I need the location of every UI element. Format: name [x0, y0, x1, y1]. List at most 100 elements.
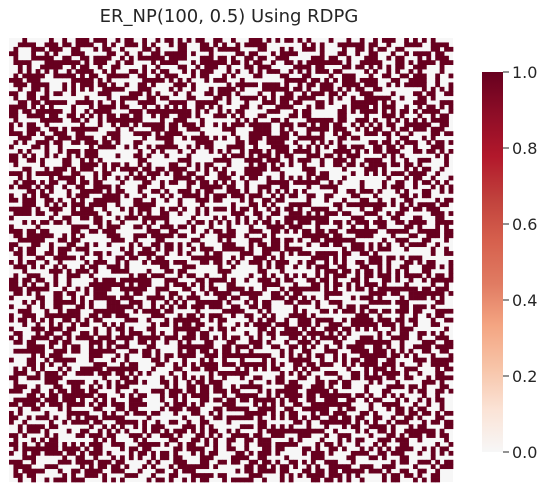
heatmap-cell [279, 473, 285, 478]
heatmap-cell [186, 446, 192, 452]
heatmap-cell [191, 388, 196, 394]
heatmap-cell [26, 251, 32, 256]
heatmap-cell [319, 255, 325, 261]
heatmap-cell [444, 117, 449, 123]
heatmap-cell [288, 46, 294, 52]
heatmap-cell [142, 69, 147, 74]
heatmap-cell [9, 215, 14, 221]
heatmap-cell [13, 113, 19, 119]
heatmap-cell [111, 237, 116, 243]
heatmap-cell [257, 260, 263, 265]
heatmap-cell [262, 122, 267, 128]
heatmap-cell [426, 188, 432, 194]
heatmap-cell [62, 419, 68, 425]
heatmap-cell [177, 339, 183, 345]
heatmap-cell [288, 348, 294, 354]
heatmap-cell [13, 415, 19, 421]
heatmap-cell [97, 38, 103, 43]
heatmap-cell [426, 260, 432, 265]
heatmap-cell [235, 344, 241, 350]
heatmap-cell [191, 149, 196, 154]
heatmap-cell [395, 371, 401, 376]
heatmap-cell [208, 162, 214, 168]
heatmap-cell [226, 246, 232, 252]
heatmap-cell [204, 384, 210, 390]
heatmap-cell [53, 109, 59, 114]
heatmap-cell [222, 113, 227, 119]
heatmap-cell [324, 442, 330, 447]
heatmap-cell [377, 379, 383, 385]
heatmap-cell [262, 437, 267, 443]
heatmap-cell [40, 255, 45, 261]
heatmap-cell [168, 77, 174, 83]
heatmap-cell [111, 477, 116, 483]
heatmap-cell [195, 473, 201, 478]
heatmap-cell [266, 388, 272, 394]
heatmap-cell [333, 211, 338, 216]
heatmap-cell [22, 184, 28, 190]
heatmap-cell [62, 166, 68, 172]
heatmap-cell [373, 38, 378, 43]
heatmap-cell [395, 473, 401, 478]
heatmap-cell [222, 371, 227, 376]
heatmap-cell [75, 371, 81, 376]
heatmap-cell [324, 362, 330, 367]
heatmap-cell [93, 180, 99, 185]
heatmap-cell [102, 140, 108, 145]
heatmap-cell [159, 60, 165, 65]
heatmap-cell [435, 117, 441, 123]
heatmap-cell [284, 291, 290, 296]
heatmap-cell [359, 344, 365, 350]
heatmap-cell [173, 459, 179, 465]
heatmap-cell [204, 60, 210, 65]
heatmap-cell [195, 393, 201, 398]
heatmap-cell [44, 95, 50, 101]
heatmap-cell [333, 348, 338, 354]
heatmap-cell [350, 224, 356, 230]
heatmap-cell [53, 140, 59, 145]
heatmap-cell [368, 339, 374, 345]
heatmap-cell [306, 86, 312, 92]
heatmap-cell [279, 86, 285, 92]
heatmap-cell [159, 180, 165, 185]
heatmap-cell [44, 442, 50, 447]
heatmap-cell [213, 228, 219, 234]
heatmap-cell [173, 180, 179, 185]
heatmap-cell [159, 233, 165, 239]
heatmap-cell [213, 384, 219, 390]
heatmap-cell [142, 339, 147, 345]
heatmap-cell [80, 371, 85, 376]
heatmap-cell [151, 260, 156, 265]
heatmap-cell [217, 317, 223, 323]
heatmap-cell [88, 188, 94, 194]
heatmap-cell [186, 113, 192, 119]
heatmap-cell [128, 366, 134, 372]
heatmap-cell [279, 353, 285, 359]
heatmap-cell [439, 64, 445, 70]
heatmap-cell [342, 104, 347, 110]
heatmap-cell [186, 313, 192, 319]
heatmap-cell [244, 251, 250, 256]
heatmap-cell [408, 171, 414, 176]
heatmap-cell [248, 42, 254, 48]
heatmap-cell [115, 140, 121, 145]
heatmap-cell [106, 184, 112, 190]
heatmap-cell [368, 166, 374, 172]
heatmap-cell [231, 113, 236, 119]
heatmap-cell [337, 180, 343, 185]
heatmap-cell [57, 131, 63, 137]
heatmap-cell [66, 268, 72, 274]
heatmap-cell [13, 277, 19, 283]
heatmap-cell [381, 273, 387, 279]
heatmap-cell [71, 473, 76, 478]
heatmap-cell [306, 419, 312, 425]
heatmap-cell [333, 184, 338, 190]
heatmap-cell [359, 228, 365, 234]
heatmap-cell [9, 109, 14, 114]
heatmap-cell [310, 180, 316, 185]
heatmap-cell [368, 375, 374, 381]
heatmap-cell [275, 366, 281, 372]
heatmap-cell [417, 51, 423, 57]
heatmap-cell [62, 299, 68, 305]
heatmap-cell [288, 237, 294, 243]
